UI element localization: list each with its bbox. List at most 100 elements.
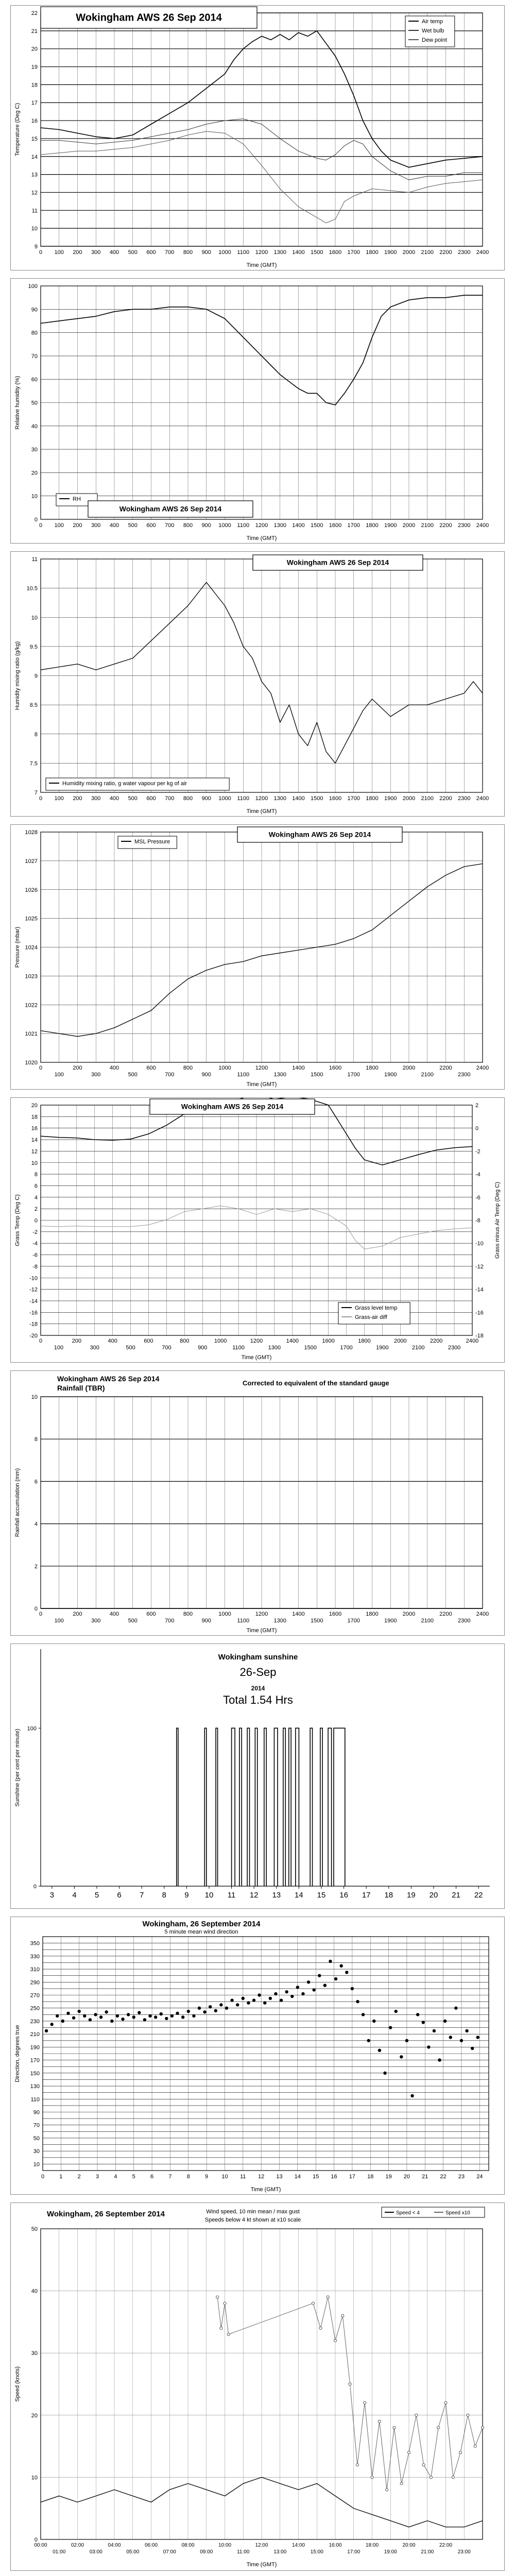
x-tick-label: 4 [72,1891,76,1900]
direction-point [400,2055,403,2059]
y-tick-label: 10 [31,1160,38,1166]
direction-point [279,1998,283,2002]
x-tick-label: 12 [258,2174,264,2180]
direction-point [230,1998,234,2002]
y-tick-label: 80 [31,330,38,336]
direction-point [268,1996,272,2001]
direction-point [56,2014,59,2018]
direction-point [247,2001,250,2005]
x-tick-label: 300 [91,795,100,802]
y-tick-label: 0 [35,2537,38,2543]
x-tick-label: 1800 [366,522,378,529]
direction-point [121,2017,125,2021]
y2-tick-label: -2 [475,1148,480,1155]
sunshine-bar [231,1727,235,1886]
direction-point [449,2036,452,2039]
x-tick-label: 1800 [358,1338,370,1344]
legend-label: Grass level temp [355,1305,398,1311]
x-tick-label: 1600 [329,522,341,529]
x-tick-label: 1300 [274,249,286,256]
direction-point [356,1999,359,2004]
direction-point [459,2039,464,2042]
x-tick-label: 300 [91,249,100,256]
direction-point [350,1987,354,1991]
y-axis-label: Temperature (Deg C) [14,103,21,156]
chart-date: 26-Sep [240,1666,277,1679]
x-tick-label: 2400 [476,1065,489,1071]
grass-temp-chart-panel: -20 -18 -16 -14 -12 -10 -8 -6 -4 -2 0 2 4 6 8 10 12 14 16 1… [10,1097,505,1363]
x-tick-label: 1000 [218,795,231,802]
sunshine-bar [328,1727,332,1886]
speed-marker [216,2295,219,2299]
direction-point [285,1990,288,1994]
legend-box [117,836,177,849]
y-tick-label: 10 [31,494,38,500]
x-tick-label: 2100 [421,1072,434,1078]
x-tick-label: 600 [146,1611,156,1617]
series-line-1 [217,2297,483,2490]
x-tick-label: 2000 [403,1611,415,1617]
y-tick-label: -18 [29,1321,38,1328]
y-tick-label: 10 [31,1394,38,1400]
x-tick-label: 800 [183,522,193,529]
speed-marker [400,2482,403,2485]
y2-tick-label: 2 [475,1103,478,1109]
x-tick-label: 100 [54,1345,63,1351]
speed-marker [348,2382,352,2386]
direction-point [214,2009,217,2012]
x-tick-label: 800 [183,795,193,802]
x-tick-label: 1400 [292,1611,304,1617]
x-tick-label: 1800 [366,795,378,802]
x-tick-label: 04:00 [108,2543,121,2548]
y-tick-label: -10 [29,1275,38,1281]
sunshine-bar [288,1727,291,1886]
y-tick-label: 19 [31,64,38,71]
speed-marker [319,2326,322,2330]
x-tick-label: 100 [55,1072,64,1078]
x-tick-label: 8 [162,1891,166,1900]
x-tick-label: 2100 [421,795,434,802]
legend-label: MSL Pressure [134,839,170,845]
y-tick-label: 11 [32,556,38,563]
y-tick-label: 100 [27,1725,37,1732]
x-tick-label: 1900 [384,522,397,529]
direction-point [345,1971,349,1974]
x-tick-label: 5 [95,1891,99,1900]
y-tick-label: 14 [31,1137,38,1143]
y-tick-label: 7 [35,790,38,796]
sunshine-bar [333,1727,346,1886]
direction-point [388,2026,392,2029]
direction-point [443,2019,447,2023]
y-tick-label: 50 [31,400,38,406]
series-line-1 [41,118,483,180]
x-tick-label: 1500 [311,1072,323,1078]
x-tick-label: 1000 [214,1338,227,1344]
y-tick-label: 50 [31,2226,38,2232]
y-tick-label: 1026 [25,887,38,893]
x-tick-label: 0 [39,1611,42,1617]
x-tick-label: 15 [313,2174,319,2180]
speed-marker [223,2301,227,2305]
y-tick-label: 6 [35,1479,38,1485]
speed-marker [407,2451,411,2454]
direction-point [105,2010,108,2014]
direction-point [339,1964,343,1968]
y-tick-label: 22 [31,10,38,16]
y-axis-label: Direction, degrees true [14,2025,21,2082]
x-tick-label: 1300 [274,795,286,802]
direction-point [367,2039,370,2042]
y-tick-label: 90 [33,2110,40,2116]
x-tick-label: 1900 [384,795,397,802]
x-tick-label: 500 [128,1072,138,1078]
x-tick-label: 2100 [412,1345,424,1351]
grass-temp-chart: -20-18-16-14-12-10-8-6-4-202468101214161… [14,1098,501,1361]
x-tick-label: 16:00 [329,2543,341,2548]
direction-point [66,2011,70,2015]
y-tick-label: 9 [35,673,38,680]
x-tick-label: 1500 [311,249,323,256]
x-tick-label: 20 [404,2174,410,2180]
direction-point [219,2003,223,2007]
chart-title: Wokingham, 26 September 2014 [47,2210,165,2218]
y-tick-label: 50 [33,2136,40,2142]
x-tick-label: 13 [276,2174,282,2180]
